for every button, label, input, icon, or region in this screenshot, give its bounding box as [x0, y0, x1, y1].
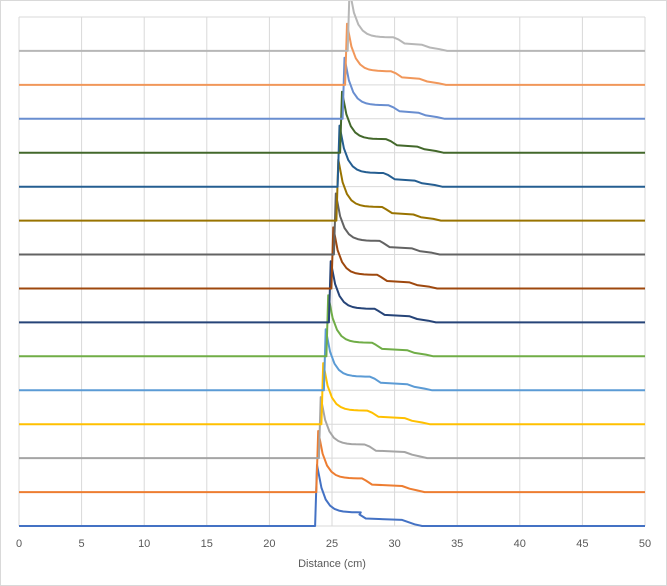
x-tick-label: 45: [576, 538, 588, 550]
series-line-7: [19, 260, 645, 324]
series-line-11: [19, 124, 645, 188]
x-axis: 0 5 10 15 20 25 30 35 40 45 50: [16, 538, 651, 550]
x-tick-label: 0: [16, 538, 22, 550]
x-tick-label: 30: [388, 538, 400, 550]
x-tick-label: 35: [451, 538, 463, 550]
x-tick-label: 50: [639, 538, 651, 550]
series-line-1: [19, 463, 645, 527]
x-tick-label: 15: [201, 538, 213, 550]
series-line-6: [19, 294, 645, 358]
series-line-4: [19, 362, 645, 426]
x-axis-title: Distance (cm): [298, 558, 366, 570]
series-line-14: [19, 22, 645, 86]
x-tick-label: 25: [326, 538, 338, 550]
series-line-2: [19, 430, 645, 494]
series-line-9: [19, 192, 645, 256]
x-tick-label: 5: [79, 538, 85, 550]
series-line-8: [19, 226, 645, 290]
series-line-12: [19, 90, 645, 154]
series-line-10: [19, 158, 645, 222]
x-tick-label: 40: [514, 538, 526, 550]
series-line-15: [19, 1, 645, 52]
x-tick-label: 20: [263, 538, 275, 550]
series-layer: [19, 1, 645, 527]
series-line-3: [19, 396, 645, 460]
series-line-13: [19, 56, 645, 120]
series-line-5: [19, 328, 645, 392]
x-tick-label: 10: [138, 538, 150, 550]
